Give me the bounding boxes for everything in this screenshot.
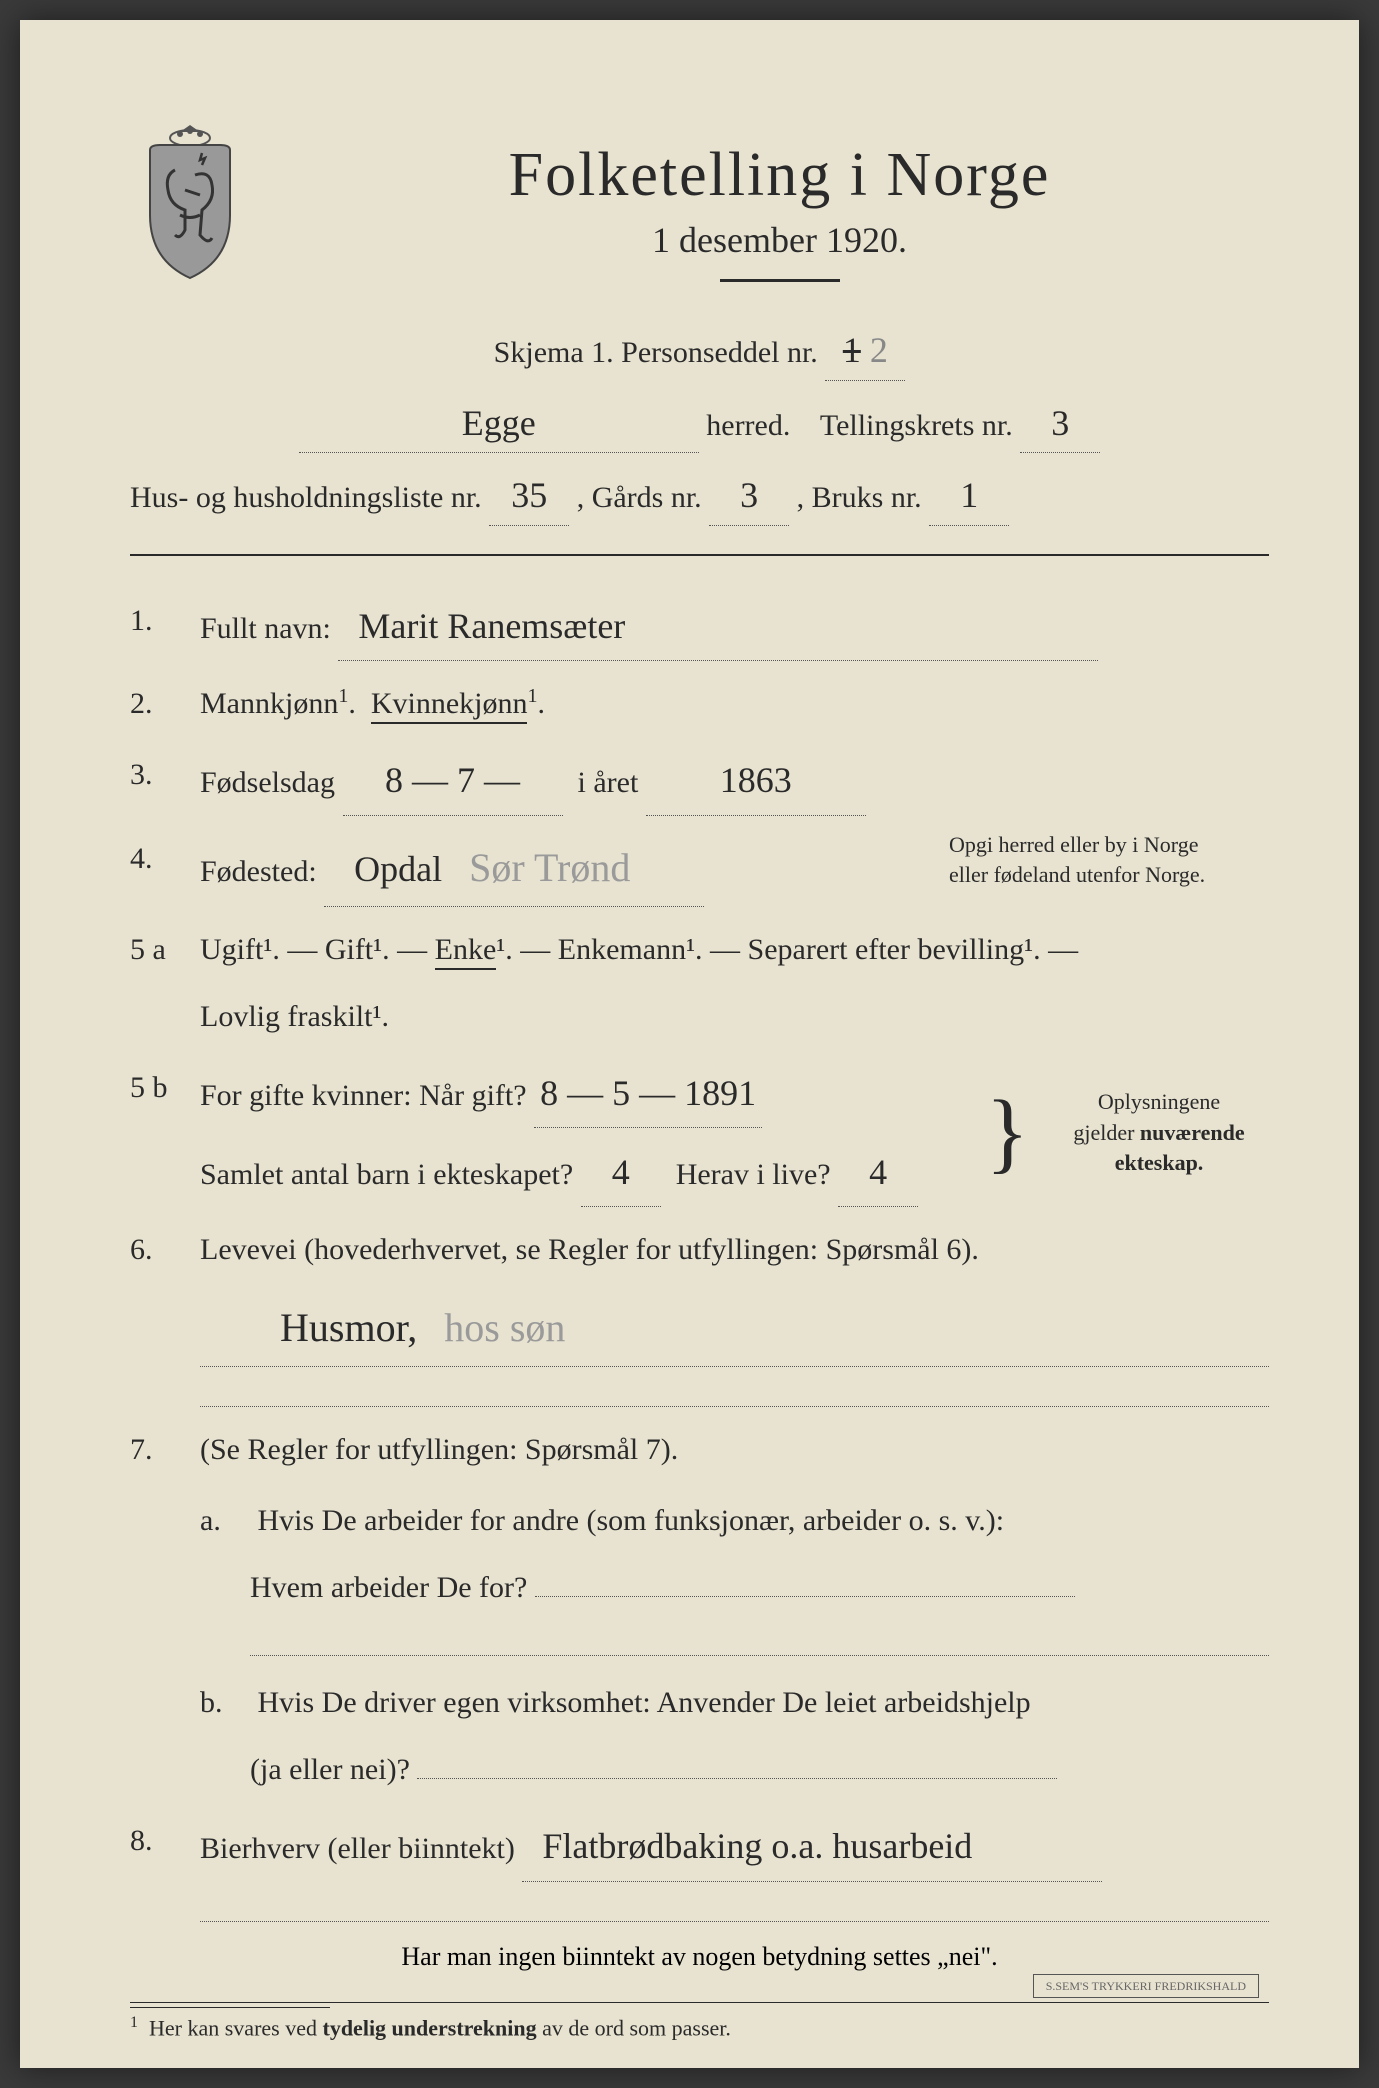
census-form-page: Folketelling i Norge 1 desember 1920. Sk… (20, 20, 1359, 2068)
bruks-nr: 1 (929, 467, 1009, 526)
gards-label: , Gårds nr. (577, 481, 702, 514)
q4: 4. Fødested: Opdal Sør Trønd Opgi herred… (130, 830, 1269, 907)
q6: 6. Levevei (hovederhvervet, se Regler fo… (130, 1221, 1269, 1407)
q5b-label3: Herav i live? (676, 1158, 831, 1191)
husliste-nr: 35 (489, 467, 569, 526)
q5b-num: 5 b (130, 1059, 200, 1208)
q1: 1. Fullt navn: Marit Ranemsæter (130, 592, 1269, 661)
q5a: 5 a Ugift¹. — Gift¹. — Enke¹. — Enkemann… (130, 921, 1269, 1045)
q5a-line2: Lovlig fraskilt¹. (200, 988, 1269, 1045)
title-main: Folketelling i Norge (290, 140, 1269, 211)
herred-value: Egge (299, 395, 699, 454)
q3-num: 3. (130, 746, 200, 815)
q6-num: 6. (130, 1221, 200, 1407)
q4-value: Opdal Sør Trønd (324, 830, 704, 907)
personseddel-nr: 1 2 (825, 322, 905, 381)
q5b-giftdate: 8 — 5 — 1891 (534, 1059, 762, 1128)
q7b-blank (417, 1778, 1057, 1779)
q8-body: Bierhverv (eller biinntekt) Flatbrødbaki… (200, 1812, 1269, 1921)
q1-label: Fullt navn: (200, 612, 331, 645)
q6-blank (200, 1373, 1269, 1407)
q7a-blank2 (250, 1622, 1269, 1656)
q4-body: Fødested: Opdal Sør Trønd Opgi herred el… (200, 830, 1269, 907)
q1-num: 1. (130, 592, 200, 661)
q2: 2. Mannkjønn1. Kvinnekjønn1. (130, 675, 1269, 732)
footnote-rule-1 (130, 2002, 1269, 2003)
q6-label: Levevei (hovederhvervet, se Regler for u… (200, 1233, 979, 1266)
q7-body: (Se Regler for utfyllingen: Spørsmål 7).… (200, 1421, 1269, 1798)
tellingskrets-label: Tellingskrets nr. (820, 409, 1013, 442)
skjema-label: Skjema 1. Personseddel nr. (494, 336, 818, 369)
q7-label: (Se Regler for utfyllingen: Spørsmål 7). (200, 1433, 678, 1466)
title-block: Folketelling i Norge 1 desember 1920. (290, 120, 1269, 282)
q7: 7. (Se Regler for utfyllingen: Spørsmål … (130, 1421, 1269, 1798)
q8-num: 8. (130, 1812, 200, 1921)
meta-herred: Egge herred. Tellingskrets nr. 3 (130, 395, 1269, 454)
q3-label: Fødselsdag (200, 766, 335, 799)
meta-husliste: Hus- og husholdningsliste nr. 35 , Gårds… (130, 467, 1269, 526)
meta-skjema: Skjema 1. Personseddel nr. 1 2 (130, 322, 1269, 381)
q3-daymonth: 8 — 7 — (343, 746, 563, 815)
q7-num: 7. (130, 1421, 200, 1798)
footnote: 1 Her kan svares ved tydelig understrekn… (130, 2014, 1269, 2041)
q2-kvinne: Kvinnekjønn (371, 687, 528, 724)
q5b-label1: For gifte kvinner: Når gift? (200, 1079, 527, 1112)
q8-value: Flatbrødbaking o.a. husarbeid (522, 1812, 1102, 1881)
title-sub: 1 desember 1920. (290, 219, 1269, 261)
q5a-enke: Enke (435, 933, 497, 970)
q5a-num: 5 a (130, 921, 200, 1045)
q5b-barntotal: 4 (581, 1138, 661, 1207)
gards-nr: 3 (709, 467, 789, 526)
footnote-rule-2 (130, 2007, 330, 2008)
q4-num: 4. (130, 830, 200, 907)
q5b-sidenote: Oplysningene gjelder nuværende ekteskap. (1049, 1087, 1269, 1179)
q1-body: Fullt navn: Marit Ranemsæter (200, 592, 1269, 661)
q7a-text2: Hvem arbeider De for? (250, 1571, 527, 1604)
header: Folketelling i Norge 1 desember 1920. (130, 120, 1269, 282)
bruks-label: , Bruks nr. (797, 481, 922, 514)
meta-block: Skjema 1. Personseddel nr. 1 2 Egge herr… (130, 322, 1269, 526)
q2-body: Mannkjønn1. Kvinnekjønn1. (200, 675, 1269, 732)
q5b-label2: Samlet antal barn i ekteskapet? (200, 1158, 573, 1191)
q4-label: Fødested: (200, 855, 317, 888)
q7b-text1: Hvis De driver egen virksomhet: Anvender… (258, 1686, 1031, 1719)
herred-label: herred. (706, 409, 790, 442)
tellingskrets-nr: 3 (1020, 395, 1100, 454)
q3: 3. Fødselsdag 8 — 7 — i året 1863 (130, 746, 1269, 815)
q8-blank (200, 1888, 1269, 1922)
printer-stamp: S.SEM'S TRYKKERI FREDRIKSHALD (1033, 1974, 1259, 1998)
brace-icon: } (986, 1097, 1029, 1169)
title-rule (720, 279, 840, 282)
q8: 8. Bierhverv (eller biinntekt) Flatbrødb… (130, 1812, 1269, 1921)
q5a-body: Ugift¹. — Gift¹. — Enke¹. — Enkemann¹. —… (200, 921, 1269, 1045)
q2-mann: Mannkjønn (200, 687, 338, 720)
husliste-label: Hus- og husholdningsliste nr. (130, 481, 482, 514)
q5b-barnlive: 4 (838, 1138, 918, 1207)
coat-of-arms-icon (130, 120, 250, 280)
q8-label: Bierhverv (eller biinntekt) (200, 1832, 515, 1865)
q7a-text1: Hvis De arbeider for andre (som funksjon… (258, 1504, 1005, 1537)
q7b-text2: (ja eller nei)? (250, 1753, 410, 1786)
q3-year: 1863 (646, 746, 866, 815)
q1-value: Marit Ranemsæter (338, 592, 1098, 661)
bottom-note: Har man ingen biinntekt av nogen betydni… (130, 1942, 1269, 1972)
q5b-body: For gifte kvinner: Når gift? 8 — 5 — 189… (200, 1059, 1269, 1208)
q5b: 5 b For gifte kvinner: Når gift? 8 — 5 —… (130, 1059, 1269, 1208)
q5b-left: For gifte kvinner: Når gift? 8 — 5 — 189… (200, 1059, 966, 1208)
divider-main (130, 554, 1269, 556)
q2-num: 2. (130, 675, 200, 732)
q7a-blank (535, 1596, 1075, 1597)
q3-yearlabel: i året (578, 766, 639, 799)
questions: 1. Fullt navn: Marit Ranemsæter 2. Mannk… (130, 592, 1269, 1922)
q6-body: Levevei (hovederhvervet, se Regler for u… (200, 1221, 1269, 1407)
q4-hint: Opgi herred eller by i Norge eller fødel… (949, 830, 1269, 892)
q7b-letter: b. (200, 1674, 250, 1731)
q7a-letter: a. (200, 1492, 250, 1549)
q6-value: Husmor, hos søn (200, 1290, 1269, 1367)
q3-body: Fødselsdag 8 — 7 — i året 1863 (200, 746, 1269, 815)
